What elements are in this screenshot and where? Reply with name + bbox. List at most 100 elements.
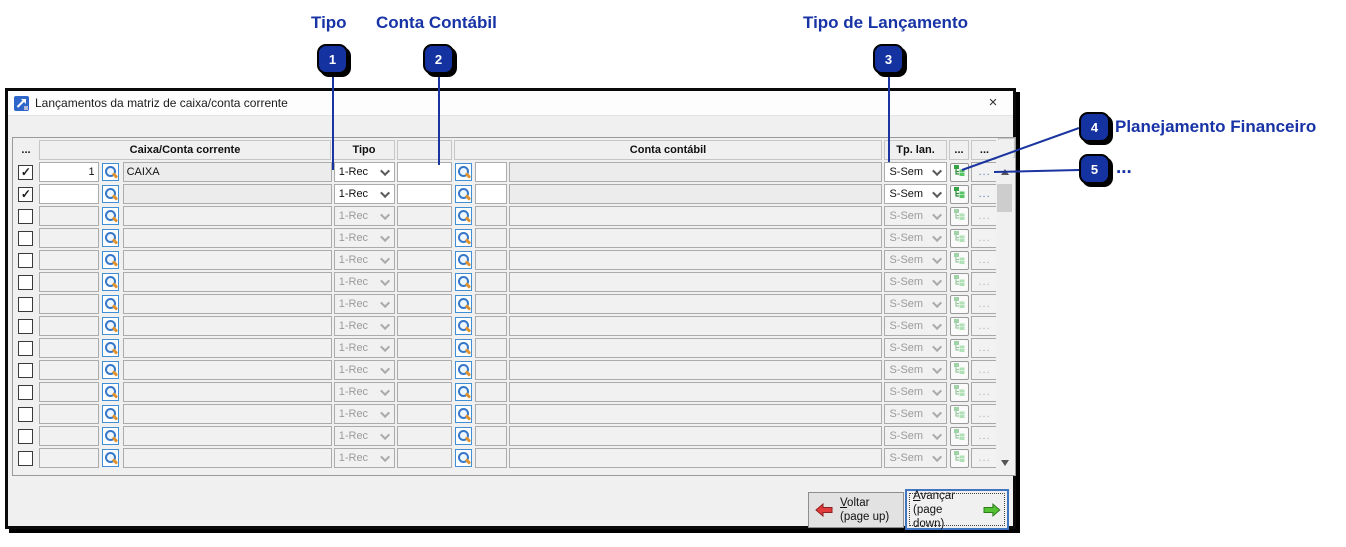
caixa-name-field[interactable] <box>122 206 332 226</box>
tipo-dropdown[interactable]: 1-Rec <box>333 338 396 358</box>
caixa-lookup-button[interactable] <box>101 426 121 446</box>
conta-lookup-button[interactable] <box>454 316 473 336</box>
more-options-button[interactable]: ... <box>971 404 999 424</box>
more-options-button[interactable]: ... <box>971 206 999 226</box>
conta-contabil-field[interactable] <box>509 426 883 446</box>
row-number-field[interactable] <box>38 250 99 270</box>
conta-suffix-field[interactable] <box>475 448 508 468</box>
tipo-dropdown[interactable]: 1-Rec <box>333 228 396 248</box>
conta-code-field[interactable] <box>397 162 453 182</box>
caixa-lookup-button[interactable] <box>101 404 121 424</box>
planejamento-financeiro-button[interactable] <box>949 250 969 270</box>
more-options-button[interactable]: ... <box>971 426 999 446</box>
caixa-name-field[interactable] <box>122 404 332 424</box>
conta-contabil-field[interactable] <box>509 448 883 468</box>
row-number-field[interactable] <box>38 316 99 336</box>
scrollbar-thumb[interactable] <box>997 184 1012 212</box>
tipo-dropdown[interactable]: 1-Rec <box>333 184 396 204</box>
conta-code-field[interactable] <box>397 228 453 248</box>
planejamento-financeiro-button[interactable] <box>949 382 969 402</box>
more-options-button[interactable]: ... <box>971 316 999 336</box>
conta-lookup-button[interactable] <box>454 162 473 182</box>
planejamento-financeiro-button[interactable] <box>949 338 969 358</box>
planejamento-financeiro-button[interactable] <box>949 360 969 380</box>
conta-lookup-button[interactable] <box>454 448 473 468</box>
conta-lookup-button[interactable] <box>454 272 473 292</box>
row-checkbox[interactable] <box>15 360 37 380</box>
row-checkbox[interactable] <box>15 228 37 248</box>
row-checkbox[interactable] <box>15 250 37 270</box>
conta-code-field[interactable] <box>397 250 453 270</box>
caixa-name-field[interactable] <box>122 448 332 468</box>
conta-suffix-field[interactable] <box>475 338 508 358</box>
conta-contabil-field[interactable] <box>509 228 883 248</box>
row-number-field[interactable] <box>38 360 99 380</box>
tipo-dropdown[interactable]: 1-Rec <box>333 382 396 402</box>
tp-lan-dropdown[interactable]: S-Sem <box>884 360 948 380</box>
row-checkbox[interactable] <box>15 206 37 226</box>
tp-lan-dropdown[interactable]: S-Sem <box>884 426 948 446</box>
planejamento-financeiro-button[interactable] <box>949 404 969 424</box>
tp-lan-dropdown[interactable]: S-Sem <box>884 228 948 248</box>
row-number-field[interactable] <box>38 228 99 248</box>
caixa-lookup-button[interactable] <box>101 228 121 248</box>
conta-contabil-field[interactable] <box>509 272 883 292</box>
row-checkbox[interactable] <box>15 316 37 336</box>
conta-code-field[interactable] <box>397 206 453 226</box>
caixa-lookup-button[interactable] <box>101 382 121 402</box>
row-checkbox[interactable] <box>15 404 37 424</box>
conta-lookup-button[interactable] <box>454 382 473 402</box>
caixa-name-field[interactable]: CAIXA <box>122 162 332 182</box>
row-number-field[interactable] <box>38 382 99 402</box>
conta-code-field[interactable] <box>397 404 453 424</box>
conta-lookup-button[interactable] <box>454 184 473 204</box>
more-options-button[interactable]: ... <box>971 448 999 468</box>
caixa-lookup-button[interactable] <box>101 272 121 292</box>
conta-suffix-field[interactable] <box>475 382 508 402</box>
caixa-lookup-button[interactable] <box>101 162 121 182</box>
planejamento-financeiro-button[interactable] <box>949 184 969 204</box>
tp-lan-dropdown[interactable]: S-Sem <box>884 162 948 182</box>
row-checkbox[interactable]: ✓ <box>15 162 37 182</box>
tipo-dropdown[interactable]: 1-Rec <box>333 206 396 226</box>
planejamento-financeiro-button[interactable] <box>949 272 969 292</box>
tp-lan-dropdown[interactable]: S-Sem <box>884 404 948 424</box>
conta-code-field[interactable] <box>397 448 453 468</box>
avancar-button[interactable]: Avançar (page down) <box>905 489 1009 530</box>
more-options-button[interactable]: ... <box>971 228 999 248</box>
row-number-field[interactable] <box>38 426 99 446</box>
row-number-field[interactable] <box>38 448 99 468</box>
conta-suffix-field[interactable] <box>475 404 508 424</box>
conta-lookup-button[interactable] <box>454 338 473 358</box>
conta-contabil-field[interactable] <box>509 250 883 270</box>
conta-suffix-field[interactable] <box>475 294 508 314</box>
conta-code-field[interactable] <box>397 426 453 446</box>
tp-lan-dropdown[interactable]: S-Sem <box>884 338 948 358</box>
row-number-field[interactable] <box>38 184 99 204</box>
close-icon[interactable]: × <box>988 94 998 111</box>
conta-suffix-field[interactable] <box>475 316 508 336</box>
conta-lookup-button[interactable] <box>454 426 473 446</box>
conta-suffix-field[interactable] <box>475 206 508 226</box>
caixa-lookup-button[interactable] <box>101 360 121 380</box>
conta-contabil-field[interactable] <box>509 382 883 402</box>
caixa-name-field[interactable] <box>122 338 332 358</box>
conta-contabil-field[interactable] <box>509 162 883 182</box>
conta-code-field[interactable] <box>397 382 453 402</box>
conta-code-field[interactable] <box>397 316 453 336</box>
conta-contabil-field[interactable] <box>509 404 883 424</box>
more-options-button[interactable]: ... <box>971 294 999 314</box>
caixa-lookup-button[interactable] <box>101 338 121 358</box>
conta-lookup-button[interactable] <box>454 206 473 226</box>
more-options-button[interactable]: ... <box>971 250 999 270</box>
planejamento-financeiro-button[interactable] <box>949 316 969 336</box>
caixa-name-field[interactable] <box>122 272 332 292</box>
conta-lookup-button[interactable] <box>454 404 473 424</box>
tipo-dropdown[interactable]: 1-Rec <box>333 426 396 446</box>
caixa-lookup-button[interactable] <box>101 448 121 468</box>
tipo-dropdown[interactable]: 1-Rec <box>333 448 396 468</box>
tp-lan-dropdown[interactable]: S-Sem <box>884 294 948 314</box>
caixa-name-field[interactable] <box>122 360 332 380</box>
conta-code-field[interactable] <box>397 360 453 380</box>
caixa-name-field[interactable] <box>122 184 332 204</box>
